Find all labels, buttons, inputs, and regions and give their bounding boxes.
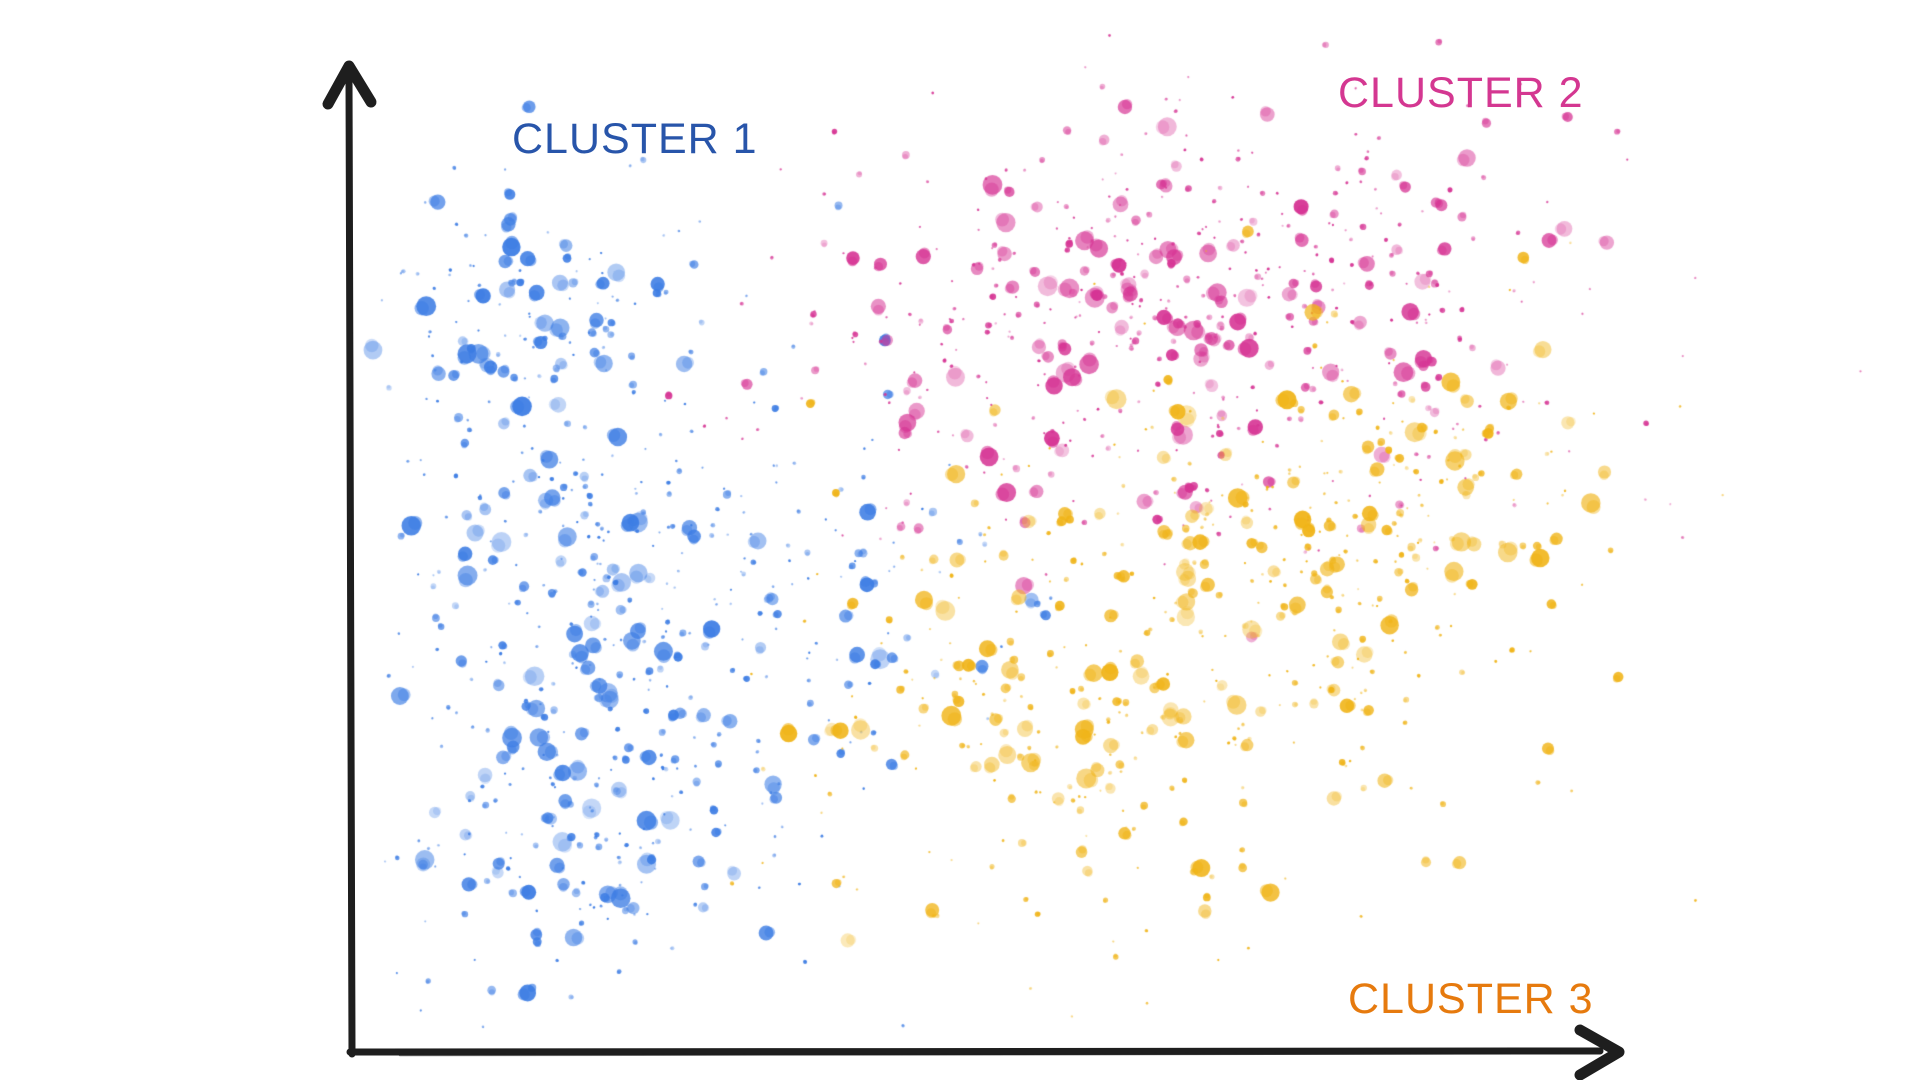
cluster-1-label: CLUSTER 1 [512, 115, 758, 163]
cluster-3-label: CLUSTER 3 [1348, 975, 1594, 1023]
cluster-2-label: CLUSTER 2 [1338, 69, 1584, 117]
